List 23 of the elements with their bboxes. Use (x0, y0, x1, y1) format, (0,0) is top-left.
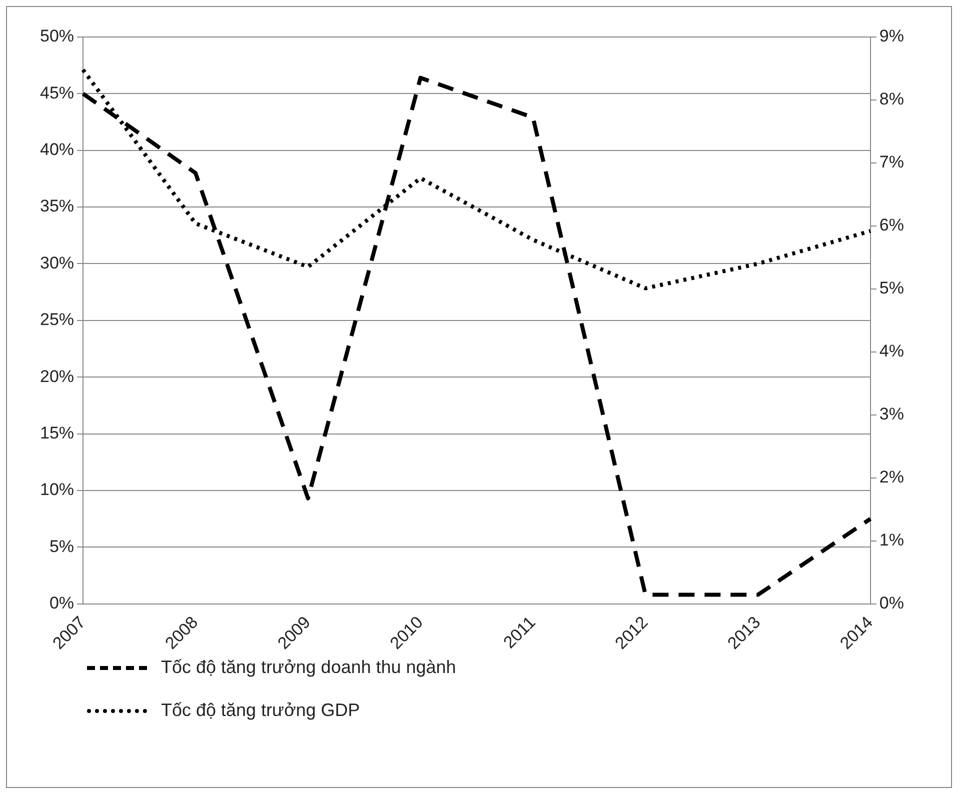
y-tick-label: 20% (40, 366, 74, 386)
y-tick-label: 10% (40, 480, 74, 500)
y-tick-label: 25% (40, 310, 74, 330)
y-tick-label: 45% (40, 83, 74, 102)
y-tick-label: 15% (40, 423, 74, 442)
y2-tick-label: 6% (879, 216, 904, 235)
y-tick-label: 5% (49, 536, 74, 556)
y2-tick-label: 2% (879, 468, 904, 487)
y2-tick-label: 8% (879, 90, 904, 109)
y-tick-label: 40% (40, 140, 74, 160)
y2-tick-label: 1% (879, 530, 904, 550)
y-tick-label: 30% (40, 253, 74, 272)
y-tick-label: 50% (40, 26, 74, 46)
legend-label: Tốc độ tăng trưởng GDP (161, 700, 360, 721)
y2-tick-label: 4% (879, 342, 904, 361)
y2-tick-label: 5% (879, 278, 904, 298)
y2-tick-label: 9% (879, 26, 904, 46)
y-tick-label: 0% (49, 594, 74, 613)
legend-label: Tốc độ tăng trưởng doanh thu ngành (161, 657, 456, 678)
y2-tick-label: 0% (879, 594, 904, 613)
y2-tick-label: 3% (879, 404, 904, 424)
y-tick-label: 35% (40, 196, 74, 216)
y2-tick-label: 7% (879, 152, 904, 172)
